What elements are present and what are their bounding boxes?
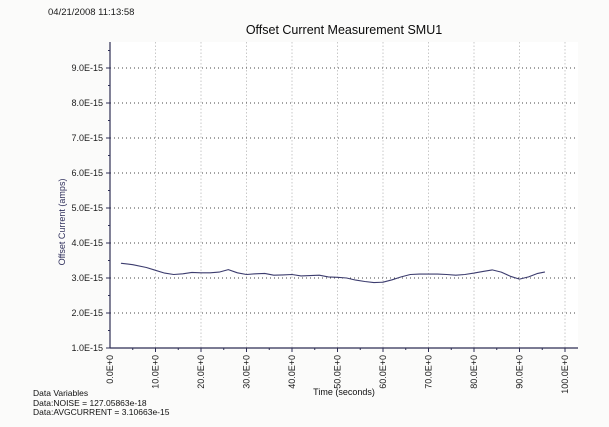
- x-tick-label: 80.0E+0: [469, 355, 479, 389]
- x-tick-label: 0.0E+0: [105, 355, 115, 384]
- x-tick-label: 60.0E+0: [378, 355, 388, 389]
- y-tick-label: 7.0E-15: [71, 133, 103, 143]
- chart-title: Offset Current Measurement SMU1: [245, 23, 443, 37]
- plot-background: [110, 42, 578, 348]
- data-noise-value: Data:NOISE = 127.05863e-18: [33, 397, 147, 408]
- data-variables-heading: Data Variables: [33, 388, 89, 398]
- y-tick-label: 1.0E-15: [71, 343, 103, 353]
- x-tick-label: 20.0E+0: [196, 355, 206, 389]
- y-tick-label: 9.0E-15: [71, 63, 103, 73]
- y-tick-label: 4.0E-15: [71, 238, 103, 248]
- x-tick-label: 100.0E+0: [560, 355, 570, 394]
- x-tick-label: 40.0E+0: [287, 355, 297, 389]
- data-variables-panel: Data Variables Data:NOISE = 127.05863e-1…: [33, 388, 170, 418]
- data-curve-offset-current: [120, 262, 546, 284]
- plot-layer: 0.0E+0 10.0E+0 20.0E+0 30.0E+0 40.0E+0 50.0E+…: [71, 42, 578, 394]
- y-tick-label: 2.0E-15: [71, 308, 103, 318]
- x-tick-label: 30.0E+0: [242, 355, 252, 389]
- x-tick-label: 90.0E+0: [515, 355, 525, 389]
- timestamp: 04/21/2008 11:13:58: [48, 7, 135, 18]
- data-avgcurrent-value: Data:AVGCURRENT = 3.10663e-15: [33, 407, 170, 417]
- x-tick-label: 50.0E+0: [333, 355, 343, 389]
- y-axis-label: Offset Current (amps): [57, 179, 67, 266]
- x-axis-label: Time (seconds): [313, 387, 375, 397]
- y-tick-label: 5.0E-15: [71, 203, 103, 213]
- y-tick-label: 6.0E-15: [71, 168, 103, 178]
- x-tick-label: 10.0E+0: [151, 355, 161, 389]
- x-tick-label: 70.0E+0: [424, 355, 434, 389]
- y-tick-label: 8.0E-15: [71, 98, 103, 108]
- y-tick-label: 3.0E-15: [71, 273, 103, 283]
